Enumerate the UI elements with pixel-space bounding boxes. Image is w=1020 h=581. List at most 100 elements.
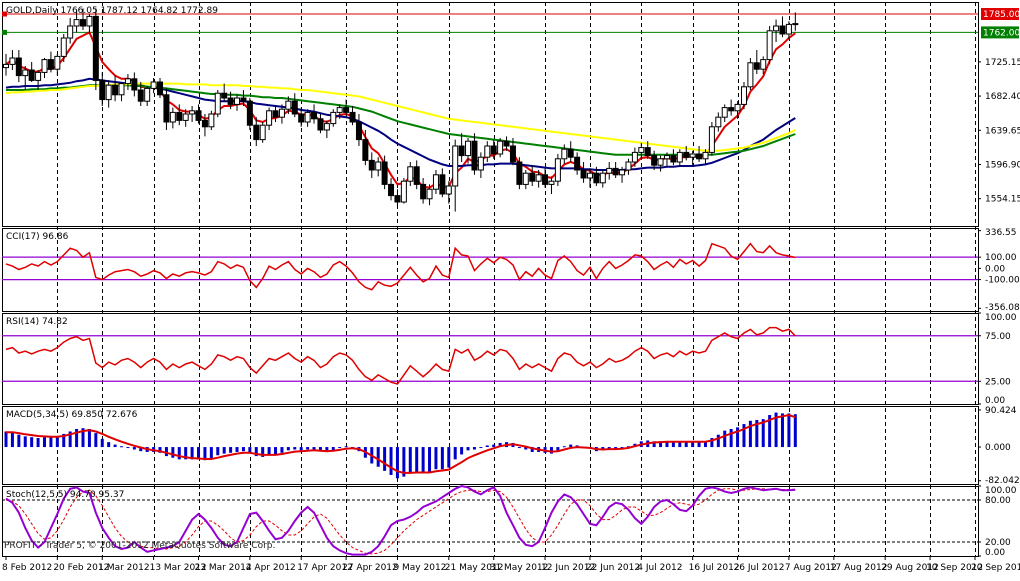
macd-bar: [716, 434, 720, 448]
candle-body: [47, 59, 54, 70]
support-price-box: [981, 26, 1019, 39]
macd-bar: [139, 447, 143, 452]
candle: [792, 12, 799, 31]
candle: [60, 34, 67, 62]
macd-bar: [729, 428, 733, 448]
macd-bar: [768, 415, 772, 448]
candle-body: [105, 84, 112, 101]
candle: [490, 139, 497, 159]
resistance-price-box: [981, 8, 1019, 20]
candle-body: [41, 59, 48, 73]
candle: [394, 189, 401, 207]
candle-body: [112, 84, 119, 96]
candle-body: [240, 97, 247, 102]
candle-body: [394, 195, 401, 203]
candle: [368, 152, 375, 178]
candle-body: [60, 37, 67, 57]
indicator-line: [5, 242, 796, 291]
candle-body: [195, 110, 202, 121]
y-tick-label: 100.00: [985, 253, 1017, 263]
candle-body: [355, 121, 362, 141]
candle: [529, 165, 536, 186]
candle-body: [336, 107, 343, 113]
candle: [22, 66, 29, 90]
macd-bar: [216, 447, 220, 456]
x-tick-label: 26 Jul 2012: [734, 563, 785, 573]
macd-bar: [383, 447, 387, 471]
candle-body: [285, 100, 292, 110]
candle: [349, 106, 356, 126]
candle-body: [144, 87, 151, 102]
macd-bar: [299, 447, 303, 451]
candle: [355, 114, 362, 146]
candle-body: [561, 148, 568, 160]
macd-bar: [164, 447, 168, 457]
candle: [785, 21, 792, 39]
candle-body: [234, 97, 241, 105]
x-tick-label: 16 Jul 2012: [689, 563, 740, 573]
macd-bar: [703, 442, 707, 448]
candle: [593, 166, 600, 186]
macd-bar: [498, 442, 502, 448]
macd-bar: [755, 419, 759, 448]
macd-bar: [485, 445, 489, 448]
y-tick-label: 75.00: [985, 332, 1011, 342]
macd-bar: [190, 447, 194, 460]
candle: [381, 155, 388, 190]
candle-body: [54, 55, 61, 70]
candle: [3, 54, 9, 76]
moving-averages: [5, 31, 796, 189]
x-tick-label: 1 Mar 2012: [98, 563, 149, 573]
macd-bar: [665, 441, 669, 448]
candle: [721, 104, 728, 122]
y-tick-label: -356.08: [985, 303, 1020, 313]
candle: [272, 106, 279, 122]
candle-body: [35, 71, 42, 81]
candle: [240, 90, 247, 106]
candle: [285, 96, 292, 114]
y-tick-label: 1596.90: [985, 160, 1020, 170]
candle-body: [266, 110, 273, 126]
candle-body: [208, 113, 215, 128]
candle: [221, 83, 228, 102]
candle-body: [388, 183, 395, 197]
candle-body: [15, 57, 22, 77]
candle: [638, 142, 645, 159]
candle: [201, 114, 208, 137]
candle: [497, 138, 504, 158]
candle: [118, 82, 125, 102]
candle-body: [22, 69, 29, 77]
y-tick-label: 1725.15: [985, 58, 1020, 68]
candle-body: [715, 116, 722, 128]
macd-bar: [100, 438, 104, 448]
macd-bar: [241, 447, 245, 452]
candle-body: [753, 62, 760, 70]
macd-bar: [440, 447, 444, 470]
candle: [619, 166, 626, 183]
candle: [15, 50, 22, 82]
candle-body: [663, 155, 670, 160]
indicator-title-4: Stoch(12,5,5) 94.70 95.37: [6, 490, 124, 500]
macd-bar: [428, 447, 432, 473]
macd-bar: [434, 447, 438, 470]
candle: [471, 133, 478, 175]
y-tick-label: 0.00: [985, 548, 1005, 558]
y-tick-label: 1554.15: [985, 195, 1020, 205]
macd-bar: [184, 447, 188, 460]
candle: [54, 54, 61, 76]
candle: [86, 14, 93, 34]
candle: [41, 58, 48, 78]
candle-body: [580, 169, 587, 179]
candle-body: [599, 172, 606, 184]
y-tick-label: 25.00: [985, 377, 1011, 387]
macd-bar: [203, 447, 207, 461]
macd-bar: [254, 447, 258, 457]
candle-body: [445, 185, 452, 195]
macd-bar: [562, 446, 566, 448]
indicator-panel-1: [2, 242, 978, 291]
y-axis-3: 90.424 0.000 -82.042: [978, 406, 1020, 486]
copyright-watermark: PROFIT - Trader 5, © 2001-2012 MetaQuote…: [4, 541, 276, 551]
candle: [760, 56, 767, 74]
